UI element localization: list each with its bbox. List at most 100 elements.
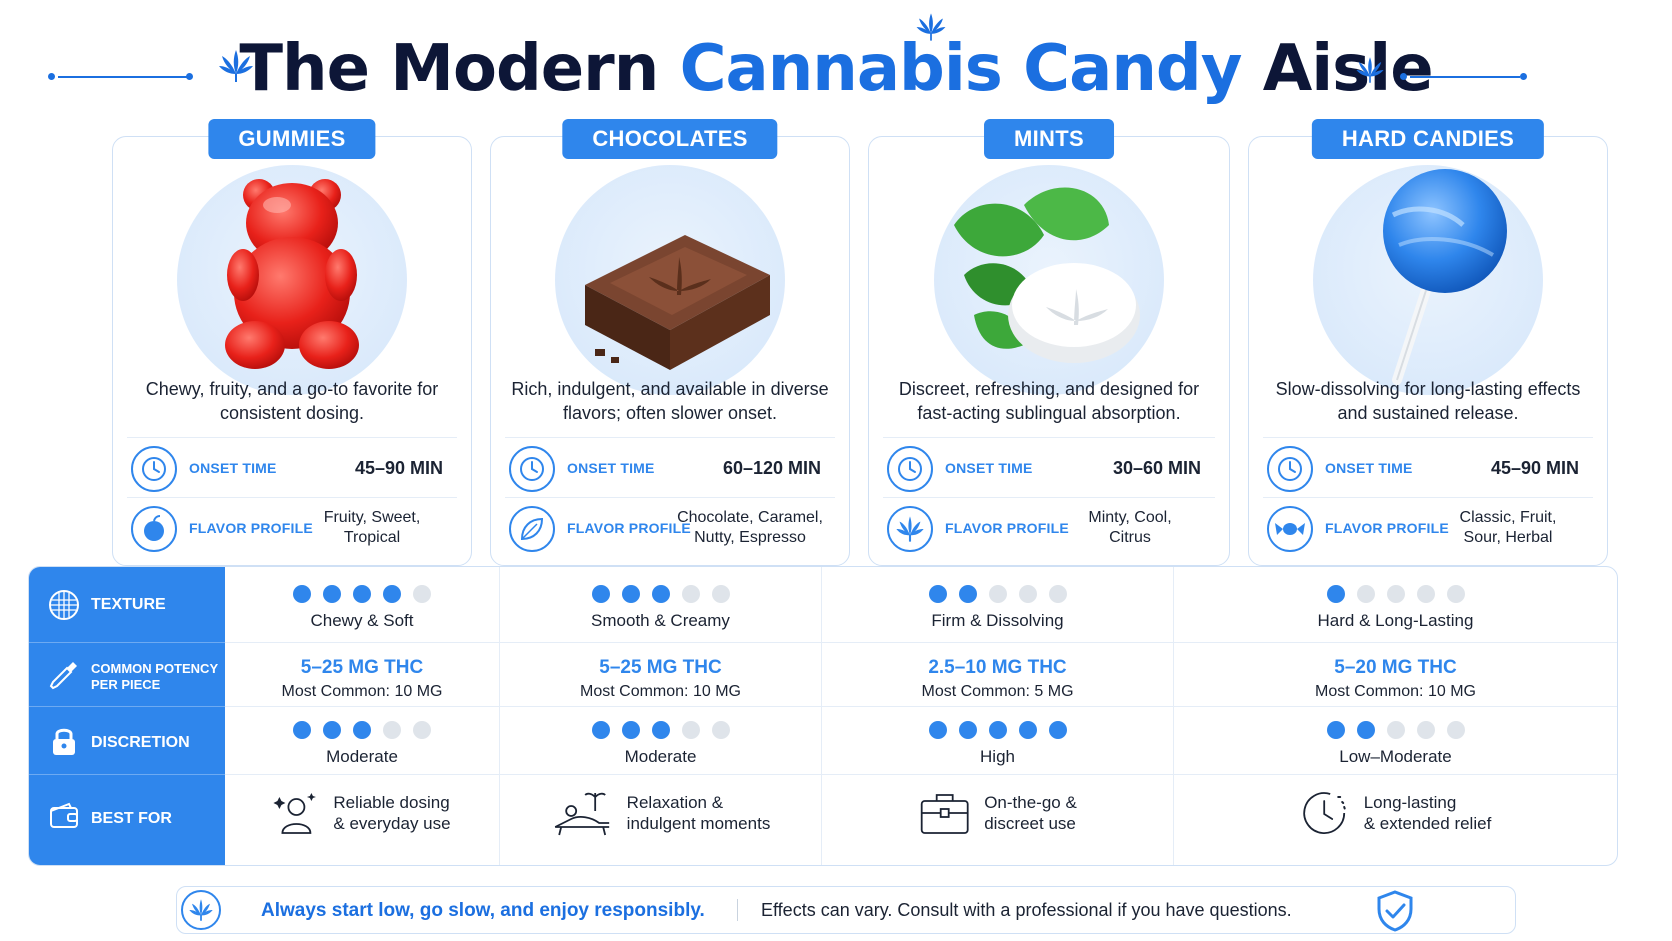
potency-cell: 5–25 MG THC Most Common: 10 MG: [225, 643, 500, 706]
discretion-row: Moderate Moderate High Low–Moderate: [225, 707, 1617, 775]
clock-icon: [1302, 792, 1346, 834]
lock-icon: [53, 728, 75, 755]
discretion-cell: High: [822, 707, 1174, 774]
rating-dot-filled: [621, 721, 640, 739]
onset-time-row: ONSET TIME 45–90 MIN: [1263, 437, 1593, 497]
rating-dots: [225, 585, 499, 603]
rating-dot-filled: [1356, 721, 1375, 739]
comparison-table: TEXTURE COMMON POTENCY PER PIECE DISCRETI…: [28, 566, 1618, 866]
onset-value: 45–90 MIN: [354, 458, 443, 478]
discretion-text: Moderate: [624, 747, 697, 766]
flavor-value: Classic, Fruit, Sour, Herbal: [1433, 508, 1583, 548]
rating-dot-filled: [293, 585, 311, 603]
row-label-line: COMMON POTENCY: [91, 661, 219, 676]
potency-common: Most Common: 5 MG: [921, 683, 1074, 700]
rating-dot-filled: [293, 721, 311, 739]
row-label: TEXTURE: [91, 596, 166, 613]
rating-dot-empty: [383, 721, 401, 739]
best-for-line: discreet use: [984, 814, 1076, 833]
title-deco-dot: [1520, 73, 1527, 80]
rating-dot-empty: [1446, 585, 1465, 603]
rating-dot-filled: [591, 585, 610, 603]
row-header-potency: COMMON POTENCY PER PIECE: [29, 643, 225, 707]
best-for-line: & extended relief: [1363, 814, 1492, 833]
onset-label: ONSET TIME: [945, 460, 1033, 476]
briefcase-icon: [920, 794, 969, 834]
rating-dot-filled: [383, 585, 401, 603]
wrapped-candy-icon: [1267, 506, 1313, 552]
onset-value: 30–60 MIN: [1112, 458, 1201, 478]
rating-dot-filled: [1326, 721, 1345, 739]
best-for-line: indulgent moments: [626, 814, 771, 833]
potency-common: Most Common: 10 MG: [580, 683, 741, 700]
rating-dot-filled: [958, 721, 977, 739]
best-for-row: Reliable dosing & everyday use Relaxation…: [225, 775, 1617, 865]
rating-dot-empty: [1416, 585, 1435, 603]
clock-icon: [1267, 446, 1313, 492]
flavor-line: Classic, Fruit,: [1459, 509, 1557, 526]
onset-label: ONSET TIME: [189, 460, 277, 476]
rating-dot-filled: [1018, 721, 1037, 739]
texture-cell: Hard & Long-Lasting: [1174, 567, 1617, 642]
texture-cell: Firm & Dissolving: [822, 567, 1174, 642]
rating-dot-empty: [1356, 585, 1375, 603]
title-part1: The Modern: [239, 32, 680, 106]
flavor-line: Minty, Cool,: [1088, 509, 1172, 526]
row-label: BEST FOR: [91, 810, 172, 827]
person-sparkle-icon: [273, 793, 316, 834]
leaf-icon: [509, 506, 555, 552]
flavor-line: Sour, Herbal: [1463, 529, 1553, 546]
best-for-item: Long-lasting & extended relief: [1300, 789, 1492, 837]
cannabis-leaf-icon: [1356, 57, 1384, 83]
flavor-line: Citrus: [1109, 529, 1151, 546]
card-gummies: GUMMIES Chewy, fruity, and a go-to favor…: [112, 119, 472, 566]
flavor-label: FLAVOR PROFILE: [567, 520, 691, 536]
card-chocolates: CHOCOLATES Rich, indulgent, and availabl…: [490, 119, 850, 566]
onset-label: ONSET TIME: [1325, 460, 1413, 476]
title-deco-dot: [48, 73, 55, 80]
potency-range: 5–25 MG THC: [300, 657, 424, 678]
rating-dot-filled: [928, 721, 947, 739]
potency-range: 5–20 MG THC: [1334, 657, 1457, 678]
title-accent: Cannabis Candy: [679, 32, 1243, 106]
potency-common: Most Common: 10 MG: [281, 683, 443, 700]
cannabis-leaf-icon: [181, 890, 221, 930]
rating-dot-empty: [681, 721, 700, 739]
best-for-text: Relaxation & indulgent moments: [627, 792, 771, 834]
onset-value: 60–120 MIN: [722, 458, 821, 478]
texture-text: Smooth & Creamy: [591, 611, 730, 630]
title-row: The Modern Cannabis Candy Aisle: [0, 13, 1672, 112]
rating-dot-empty: [1386, 721, 1405, 739]
rating-dot-filled: [651, 721, 670, 739]
rating-dot-filled: [591, 721, 610, 739]
card-tag: GUMMIES: [208, 119, 376, 159]
card-tag: HARD CANDIES: [1311, 119, 1545, 159]
gummy-bear-icon: [177, 165, 407, 395]
row-label: DISCRETION: [91, 734, 190, 751]
rating-dot-empty: [988, 585, 1007, 603]
best-for-line: Reliable dosing: [333, 793, 450, 812]
potency-cell: 2.5–10 MG THC Most Common: 5 MG: [822, 643, 1174, 706]
wallet-icon: [50, 802, 78, 828]
best-for-item: Reliable dosing & everyday use: [273, 789, 451, 837]
best-for-cell: Long-lasting & extended relief: [1174, 775, 1617, 865]
card-tag: MINTS: [984, 119, 1114, 159]
clock-icon: [509, 446, 555, 492]
rating-dot-filled: [621, 585, 640, 603]
discretion-cell: Moderate: [225, 707, 500, 774]
page-title: The Modern Cannabis Candy Aisle: [0, 32, 1672, 106]
card-description: Slow-dissolving for long-lasting effects…: [1275, 379, 1581, 423]
best-for-line: Relaxation &: [626, 793, 724, 812]
flavor-profile-row: FLAVOR PROFILE Classic, Fruit, Sour, Herb…: [1263, 497, 1593, 557]
texture-text: Hard & Long-Lasting: [1317, 611, 1474, 630]
shield-check-icon: [1377, 890, 1413, 932]
best-for-cell: Reliable dosing & everyday use: [225, 775, 500, 865]
discretion-cell: Low–Moderate: [1174, 707, 1617, 774]
cannabis-leaf-icon: [219, 50, 253, 82]
title-deco-dot: [1400, 73, 1407, 80]
flavor-value: Chocolate, Caramel, Nutty, Espresso: [675, 508, 825, 548]
rating-dots: [822, 721, 1173, 739]
rating-dot-empty: [711, 721, 730, 739]
cannabis-leaf-icon: [887, 506, 933, 552]
dropper-icon: [49, 662, 77, 690]
